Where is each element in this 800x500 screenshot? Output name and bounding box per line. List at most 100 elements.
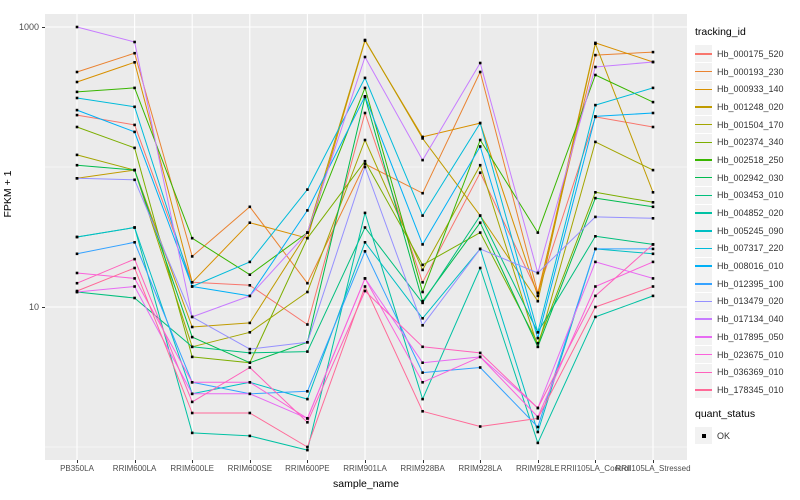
data-point <box>363 86 367 90</box>
legend-section-quant-status: quant_status OK <box>695 408 800 445</box>
x-tick-label-PB350LA: PB350LA <box>60 464 94 473</box>
data-point <box>478 366 482 369</box>
data-point <box>421 281 424 284</box>
data-point <box>363 165 367 169</box>
legend-item-Hb_012395_100: Hb_012395_100 <box>695 275 800 293</box>
legend-item-label: Hb_017895_050 <box>717 331 784 342</box>
data-point <box>363 162 367 166</box>
x-tick-mark <box>480 460 482 463</box>
plot-panel <box>45 14 687 460</box>
data-point <box>75 25 79 29</box>
legend-key-swatch <box>695 222 712 240</box>
legend-item-Hb_000193_230: Hb_000193_230 <box>695 63 800 81</box>
data-point <box>594 260 597 264</box>
data-point <box>594 65 597 69</box>
y-tick-label: 10 <box>28 302 39 312</box>
data-point <box>248 205 252 209</box>
data-point <box>594 196 597 200</box>
data-point <box>133 178 136 182</box>
data-point <box>478 70 482 74</box>
data-point <box>421 410 424 413</box>
data-point <box>536 271 540 275</box>
data-point <box>75 281 79 285</box>
y-tick-mark <box>42 27 45 28</box>
legend-key-swatch <box>695 310 712 328</box>
data-point <box>133 130 136 134</box>
x-tick-label-RRIM600SE: RRIM600SE <box>227 464 273 473</box>
legend-item-label: Hb_002374_340 <box>717 137 784 148</box>
data-point <box>594 285 597 288</box>
data-point <box>133 296 136 300</box>
legend-line-icon <box>695 159 712 161</box>
data-point <box>536 417 540 420</box>
data-point <box>651 50 655 54</box>
data-point <box>248 221 252 224</box>
data-point <box>306 209 309 212</box>
legend-key-swatch <box>695 346 712 364</box>
legend-key-swatch <box>695 169 712 187</box>
legend-key-swatch <box>695 257 712 275</box>
data-point <box>190 355 194 359</box>
data-point <box>190 431 194 435</box>
data-point <box>421 214 424 217</box>
data-point <box>248 273 252 276</box>
legend-key-swatch <box>695 204 712 222</box>
legend-item-label: Hb_013479_020 <box>717 296 784 307</box>
data-point <box>75 108 79 112</box>
data-point <box>651 260 655 264</box>
data-point <box>190 335 194 339</box>
x-tick-label-RRIM600PE: RRIM600PE <box>285 464 330 473</box>
data-point <box>363 226 367 229</box>
data-point <box>536 430 540 434</box>
data-point <box>478 355 482 359</box>
legend-item-Hb_036369_010: Hb_036369_010 <box>695 363 800 381</box>
legend-key-swatch <box>695 116 712 134</box>
data-point <box>651 277 655 280</box>
legend-key-swatch <box>695 239 712 257</box>
data-point <box>75 235 79 239</box>
legend-item-Hb_017895_050: Hb_017895_050 <box>695 328 800 346</box>
data-point <box>190 285 194 288</box>
data-point <box>594 73 597 77</box>
legend-item-label: Hb_005245_090 <box>717 225 784 236</box>
data-point <box>421 263 424 267</box>
x-tick-label-RRIM600LE: RRIM600LE <box>170 464 214 473</box>
data-point <box>133 51 136 55</box>
legend-line-icon <box>695 389 712 391</box>
legend-line-icon <box>695 300 712 303</box>
data-point <box>190 325 194 329</box>
legend-item-label: Hb_000175_520 <box>717 48 784 59</box>
y-tick-mark <box>42 307 45 308</box>
legend-item-Hb_017134_040: Hb_017134_040 <box>695 310 800 328</box>
data-point <box>594 235 597 238</box>
data-point <box>248 411 252 415</box>
data-point <box>306 323 309 326</box>
data-point <box>133 257 136 261</box>
legend-line-icon <box>695 265 712 267</box>
data-point <box>248 347 252 351</box>
data-point <box>306 390 309 393</box>
data-point <box>248 321 252 325</box>
data-point <box>421 317 424 320</box>
x-tick-mark <box>653 460 654 463</box>
data-point <box>133 226 136 229</box>
data-point <box>651 60 655 64</box>
data-point <box>190 236 194 240</box>
legend-item-Hb_003453_010: Hb_003453_010 <box>695 186 800 205</box>
data-point <box>133 105 136 109</box>
data-point <box>651 168 655 172</box>
data-point <box>536 331 540 334</box>
data-point <box>363 289 367 293</box>
data-point <box>248 284 252 287</box>
legend-item-Hb_000933_140: Hb_000933_140 <box>695 80 800 98</box>
data-point <box>75 289 79 293</box>
legend-key-swatch <box>695 292 712 310</box>
data-point <box>190 411 194 415</box>
data-point <box>75 153 79 157</box>
data-point <box>75 113 79 117</box>
data-point <box>536 231 540 234</box>
x-tick-label-RRIM901LA: RRIM901LA <box>343 464 387 473</box>
legend-title-tracking-id: tracking_id <box>695 26 746 38</box>
data-point <box>651 285 655 288</box>
